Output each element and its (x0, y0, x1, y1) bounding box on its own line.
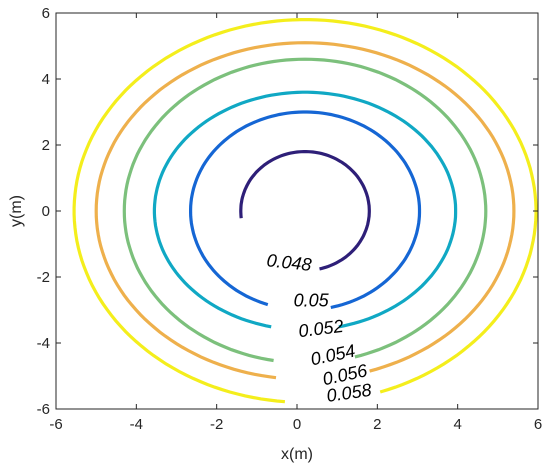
contour-lines (72, 18, 538, 404)
contour-line-0.054 (122, 57, 488, 363)
y-tick-label: 4 (42, 71, 50, 88)
y-tick-label: -2 (37, 269, 50, 286)
x-tick-label: 0 (293, 416, 301, 433)
contour-label-0.05: 0.05 (294, 291, 330, 311)
y-axis-label: y(m) (8, 195, 25, 227)
x-tick-label: 2 (373, 416, 381, 433)
y-tick-label: -6 (37, 401, 50, 418)
x-tick-label: 4 (453, 416, 461, 433)
contour-line-0.05 (189, 110, 422, 310)
y-tick-label: 6 (42, 5, 50, 22)
x-tick-label: -2 (210, 416, 223, 433)
y-tick-label: 0 (42, 203, 50, 220)
contour-line-0.052 (152, 90, 458, 329)
x-tick-label: -6 (49, 416, 62, 433)
contour-label-0.052: 0.052 (297, 316, 344, 341)
contour-line-0.056 (94, 41, 516, 380)
y-tick-label: -4 (37, 335, 50, 352)
x-tick-label: -4 (130, 416, 143, 433)
y-tick-label: 2 (42, 137, 50, 154)
axis-ticks: -6 -4 -2 0 2 4 6 -6 -4 -2 0 2 4 6 (37, 5, 543, 433)
x-axis-label: x(m) (281, 446, 313, 463)
contour-line-0.058 (72, 18, 538, 404)
contour-label-0.048: 0.048 (266, 250, 313, 275)
contour-line-0.048 (239, 150, 371, 271)
x-tick-label: 6 (534, 416, 542, 433)
